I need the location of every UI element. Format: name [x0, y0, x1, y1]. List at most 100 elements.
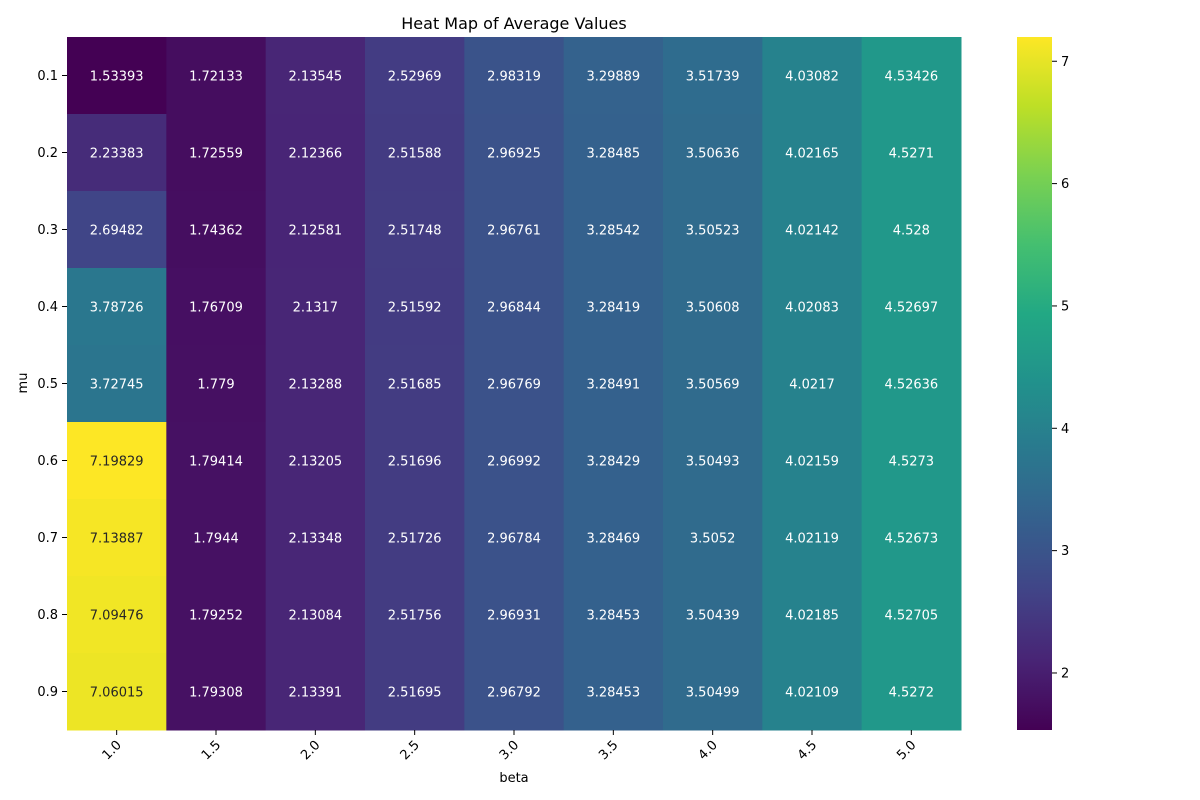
cell-value-label: 4.5272 [889, 686, 935, 701]
heatmap-cell [563, 653, 664, 731]
heatmap-cell [265, 653, 366, 731]
heatmap-cell [166, 191, 267, 269]
cell-value-label: 1.79308 [189, 686, 243, 701]
y-axis-ticks: 0.1 0.2 0.3 0.4 0.5 0.6 0.7 0.8 0.9 [37, 69, 67, 700]
heatmap-cell [563, 576, 664, 654]
cell-value-label: 3.50608 [686, 301, 740, 316]
heatmap-cell [464, 268, 565, 346]
heatmap-cell [67, 499, 167, 577]
heatmap-cell [265, 499, 366, 577]
cell-value-label: 2.12581 [288, 224, 342, 239]
heatmap-cell [762, 422, 863, 500]
heatmap-cell [365, 576, 465, 654]
cell-value-label: 2.51756 [388, 609, 442, 624]
x-tick-label: 3.0 [497, 738, 522, 763]
heatmap-cell [861, 268, 962, 346]
heatmap-cell [861, 191, 962, 269]
heatmap-cell [663, 653, 763, 731]
cell-value-label: 3.28491 [586, 378, 640, 393]
cell-value-label: 2.51726 [388, 532, 442, 547]
cell-value-label: 2.1317 [293, 301, 339, 316]
heatmap-cell [464, 37, 565, 115]
cell-value-label: 1.72133 [189, 70, 243, 85]
cell-value-label: 4.03082 [785, 70, 839, 85]
cell-value-label: 2.12366 [288, 147, 342, 162]
cell-value-label: 2.52969 [388, 70, 442, 85]
cell-value-label: 2.96844 [487, 301, 541, 316]
x-tick-label: 4.5 [795, 738, 820, 763]
heatmap-cell [166, 422, 267, 500]
cell-value-label: 3.28485 [586, 147, 640, 162]
x-tick-label: 5.0 [894, 738, 919, 763]
cell-value-label: 4.52673 [884, 532, 938, 547]
y-tick-label: 0.3 [37, 223, 58, 238]
heatmap-cell [265, 268, 366, 346]
y-tick-label: 0.6 [37, 454, 58, 469]
heatmap-cell [762, 345, 863, 423]
heatmap-cell-labels: 1.53393 1.72133 2.13545 2.52969 2.98319 3.298… [90, 70, 938, 701]
cell-value-label: 3.28469 [586, 532, 640, 547]
heatmap-cell [67, 345, 167, 423]
heatmap-cell [762, 268, 863, 346]
heatmap-cell [166, 114, 267, 192]
cell-value-label: 7.09476 [90, 609, 144, 624]
heatmap-cell [563, 114, 664, 192]
cell-value-label: 3.51739 [686, 70, 740, 85]
heatmap-cell [265, 576, 366, 654]
cell-value-label: 2.51588 [388, 147, 442, 162]
cell-value-label: 2.96769 [487, 378, 541, 393]
cell-value-label: 3.78726 [90, 301, 144, 316]
cell-value-label: 2.51685 [388, 378, 442, 393]
cell-value-label: 4.52697 [884, 301, 938, 316]
heatmap-cell [663, 37, 763, 115]
y-axis-label: mu [16, 373, 31, 394]
heatmap-cell [563, 37, 664, 115]
cell-value-label: 3.5052 [690, 532, 736, 547]
cell-value-label: 4.528 [893, 224, 930, 239]
colorbar-tick-label: 7 [1061, 55, 1069, 70]
heatmap-cell [762, 499, 863, 577]
cell-value-label: 2.13348 [288, 532, 342, 547]
heatmap-cell [762, 653, 863, 731]
cell-value-label: 2.13545 [288, 70, 342, 85]
colorbar-tick-label: 2 [1061, 666, 1069, 681]
cell-value-label: 3.28429 [586, 455, 640, 470]
cell-value-label: 1.7944 [193, 532, 239, 547]
heatmap-cell [663, 268, 763, 346]
cell-value-label: 3.50439 [686, 609, 740, 624]
heatmap-cell [365, 345, 465, 423]
colorbar-tick-label: 4 [1061, 422, 1069, 437]
cell-value-label: 4.52636 [884, 378, 938, 393]
cell-value-label: 4.02159 [785, 455, 839, 470]
x-tick-label: 1.0 [100, 738, 125, 763]
heatmap-cell [861, 653, 962, 731]
cell-value-label: 4.52705 [884, 609, 938, 624]
cell-value-label: 3.29889 [586, 70, 640, 85]
x-tick-label: 2.5 [398, 738, 423, 763]
x-tick-label: 1.5 [199, 738, 224, 763]
heatmap-cell [265, 191, 366, 269]
cell-value-label: 1.72559 [189, 147, 243, 162]
heatmap-cell [861, 576, 962, 654]
heatmap-cell [265, 422, 366, 500]
heatmap-cell [365, 191, 465, 269]
cell-value-label: 4.5273 [889, 455, 935, 470]
cell-value-label: 1.79252 [189, 609, 243, 624]
cell-value-label: 4.02165 [785, 147, 839, 162]
cell-value-label: 3.50569 [686, 378, 740, 393]
cell-value-label: 2.51695 [388, 686, 442, 701]
heatmap-cell [464, 191, 565, 269]
heatmap-cell [663, 345, 763, 423]
cell-value-label: 3.50499 [686, 686, 740, 701]
colorbar [1017, 37, 1052, 730]
cell-value-label: 1.53393 [90, 70, 144, 85]
heatmap-cells [67, 37, 962, 731]
y-tick-label: 0.2 [37, 146, 58, 161]
cell-value-label: 7.19829 [90, 455, 144, 470]
heatmap-cell [563, 191, 664, 269]
cell-value-label: 1.74362 [189, 224, 243, 239]
cell-value-label: 1.779 [197, 378, 234, 393]
cell-value-label: 2.69482 [90, 224, 144, 239]
x-axis-ticks: 1.0 1.5 2.0 2.5 3.0 3.5 4.0 4.5 5.0 [100, 730, 919, 763]
